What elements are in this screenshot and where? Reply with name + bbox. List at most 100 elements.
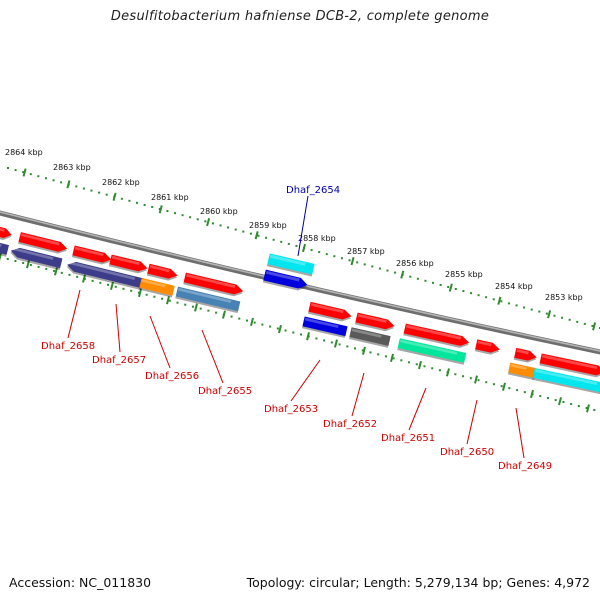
lower-track-dot <box>284 329 287 332</box>
gene-label: Dhaf_2655 <box>198 386 252 397</box>
lower-track-dot <box>207 309 210 312</box>
lower-track-dot <box>245 319 248 322</box>
upper-track-dot <box>227 226 230 229</box>
lower-track-dot <box>114 285 117 288</box>
lower-track-dot <box>22 261 25 264</box>
upper-track-dot <box>295 244 298 247</box>
upper-track-dot <box>576 320 579 323</box>
upper-track-dot <box>29 173 32 176</box>
lower-track-dot <box>361 349 364 352</box>
upper-track-major-tick <box>350 256 355 266</box>
lower-track-dot <box>53 269 56 272</box>
kbp-label: 2861 kbp <box>151 193 189 202</box>
gene-label-leader <box>515 407 525 459</box>
lower-track-dot <box>546 397 549 400</box>
upper-track-dot <box>136 201 139 204</box>
lower-track-dot <box>91 279 94 282</box>
lower-track-major-tick <box>194 303 198 312</box>
feature-blue-upper <box>262 269 308 291</box>
lower-track-dot <box>176 301 179 304</box>
lower-track-dot <box>400 359 403 362</box>
lower-track-dot <box>539 395 542 398</box>
upper-track-dot <box>151 205 154 208</box>
lower-track-major-tick <box>0 252 2 262</box>
lower-track-dot <box>377 353 380 356</box>
lower-track-dot <box>145 293 148 296</box>
gene-label: Dhaf_2653 <box>264 404 318 415</box>
upper-track-dot <box>439 283 442 286</box>
upper-track-dot <box>424 279 427 282</box>
upper-track-dot <box>523 306 526 309</box>
upper-track-dot <box>196 218 199 221</box>
lower-track-dot <box>14 259 17 262</box>
upper-track-major-tick <box>448 283 453 292</box>
lower-track-major-tick <box>250 317 254 327</box>
lower-track-major-tick <box>166 296 170 305</box>
forward-gene <box>0 225 12 240</box>
lower-track-major-tick <box>222 310 226 319</box>
upper-track-dot <box>60 181 63 184</box>
lower-track-dot <box>516 389 519 392</box>
upper-track-dot <box>325 253 328 256</box>
lower-track-dot <box>161 297 164 300</box>
lower-track-major-tick <box>390 353 394 363</box>
upper-track-dot <box>37 175 40 178</box>
reverse-gene <box>301 316 348 339</box>
kbp-label: 2857 kbp <box>347 247 385 256</box>
reverse-gene <box>138 277 175 298</box>
lower-track-major-tick <box>362 346 366 355</box>
lower-track-dot <box>253 321 256 324</box>
upper-track-major-tick <box>547 310 552 319</box>
upper-track-dot <box>120 197 123 200</box>
upper-track-dot <box>492 298 495 301</box>
lower-track-dot <box>68 273 71 276</box>
lower-track-dot <box>462 375 465 378</box>
upper-track-dot <box>485 296 488 299</box>
lower-track-dot <box>315 337 318 340</box>
upper-track-dot <box>500 300 503 303</box>
upper-track-dot <box>447 285 450 288</box>
upper-track-dot <box>204 220 207 223</box>
upper-track-dot <box>166 210 169 213</box>
lower-track-dot <box>577 405 580 408</box>
forward-gene <box>354 312 395 332</box>
lower-track-dot <box>6 257 9 260</box>
gene-label: Dhaf_2650 <box>440 447 494 458</box>
lower-track-dot <box>408 361 411 364</box>
lower-track-dot <box>431 367 434 370</box>
lower-track-dot <box>269 325 272 328</box>
upper-track-major-tick <box>206 217 211 227</box>
lower-track-dot <box>230 315 233 318</box>
gene-label: Dhaf_2649 <box>498 461 552 472</box>
lower-track-dot <box>60 271 63 274</box>
lower-track-major-tick <box>82 274 86 283</box>
upper-track-dot <box>7 167 9 169</box>
gene-label-leaders <box>67 195 525 459</box>
upper-track-dot <box>462 290 465 293</box>
forward-gene <box>403 323 470 348</box>
upper-track-dot <box>14 169 17 172</box>
lower-track-dot <box>492 383 495 386</box>
upper-track-major-tick <box>497 296 502 305</box>
kbp-label: 2863 kbp <box>53 163 91 172</box>
lower-track-dot <box>477 379 480 382</box>
upper-track-dot <box>173 212 176 215</box>
lower-track-major-tick <box>558 397 562 406</box>
lower-track-dot <box>191 305 194 308</box>
upper-track-major-tick <box>112 192 117 201</box>
upper-track-major-tick <box>158 205 163 214</box>
reverse-gene <box>10 247 63 271</box>
upper-track-dot <box>416 277 419 280</box>
upper-track-dot <box>454 288 457 291</box>
gene-label: Dhaf_2657 <box>92 355 146 366</box>
upper-track-dot <box>356 261 359 264</box>
kbp-label: 2859 kbp <box>249 221 287 230</box>
upper-track-dot <box>310 249 313 252</box>
lower-track-dot <box>570 403 573 406</box>
lower-track-dot <box>300 333 302 336</box>
lower-track-dot <box>415 363 418 366</box>
kbp-label: 2858 kbp <box>298 234 336 243</box>
lower-track-dot <box>562 401 565 404</box>
forward-gene <box>513 347 537 363</box>
lower-track-major-tick <box>110 281 114 290</box>
